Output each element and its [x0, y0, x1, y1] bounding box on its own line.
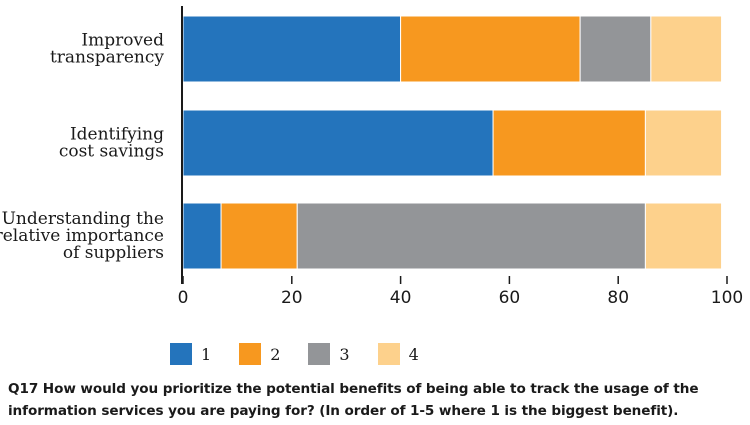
category-label-1-line-2: transparency [50, 48, 164, 68]
legend-label-2: 2 [270, 344, 281, 364]
legend-label-1: 1 [201, 344, 212, 364]
x-axis-ticks: 0 20 40 60 80 100 [178, 276, 743, 308]
legend-item-4: 4 [377, 343, 419, 365]
chart-caption: Q17 How would you prioritize the potenti… [8, 378, 746, 422]
bar-1-series-2 [400, 15, 581, 83]
x-tick-label-20: 20 [281, 288, 303, 308]
bar-1-series-1 [182, 15, 402, 83]
bar-group [182, 15, 723, 270]
legend-swatch-1 [170, 343, 192, 365]
legend-label-4: 4 [408, 344, 419, 364]
category-label-2-line-1: Identifying [70, 125, 164, 145]
x-tick-label-100: 100 [711, 288, 743, 308]
legend-item-2: 2 [239, 343, 280, 365]
legend-swatch-2 [239, 343, 262, 365]
legend-item-3: 3 [308, 343, 350, 365]
x-tick-label-60: 60 [499, 288, 521, 308]
legend: 1 2 3 4 [170, 343, 447, 365]
legend-swatch-3 [308, 343, 331, 365]
legend-swatch-4 [377, 343, 400, 365]
caption-line-2: information services you are paying for?… [8, 403, 679, 419]
bar-2-series-2 [492, 109, 646, 177]
legend-label-3: 3 [339, 344, 350, 364]
bar-3-series-2 [220, 202, 298, 270]
bar-3-series-1 [182, 202, 222, 270]
bar-3-series-4 [644, 202, 723, 270]
category-label-3-line-3: of suppliers [63, 243, 164, 263]
bar-3-series-3 [296, 202, 646, 270]
legend-item-1: 1 [170, 343, 211, 365]
x-tick-label-0: 0 [178, 288, 189, 308]
x-tick-label-40: 40 [390, 288, 412, 308]
category-label-3-line-1: Understanding the [2, 209, 164, 229]
x-tick-label-80: 80 [607, 288, 629, 308]
bar-1-series-3 [579, 15, 652, 83]
category-label-2-line-2: cost savings [59, 142, 164, 162]
caption-line-1: Q17 How would you prioritize the potenti… [8, 381, 699, 397]
category-label-3-line-2: relative importance [0, 226, 164, 246]
bar-1-series-4 [650, 15, 723, 83]
bar-2-series-4 [644, 109, 723, 177]
category-label-1-line-1: Improved [81, 31, 164, 51]
bar-2-series-1 [182, 109, 494, 177]
